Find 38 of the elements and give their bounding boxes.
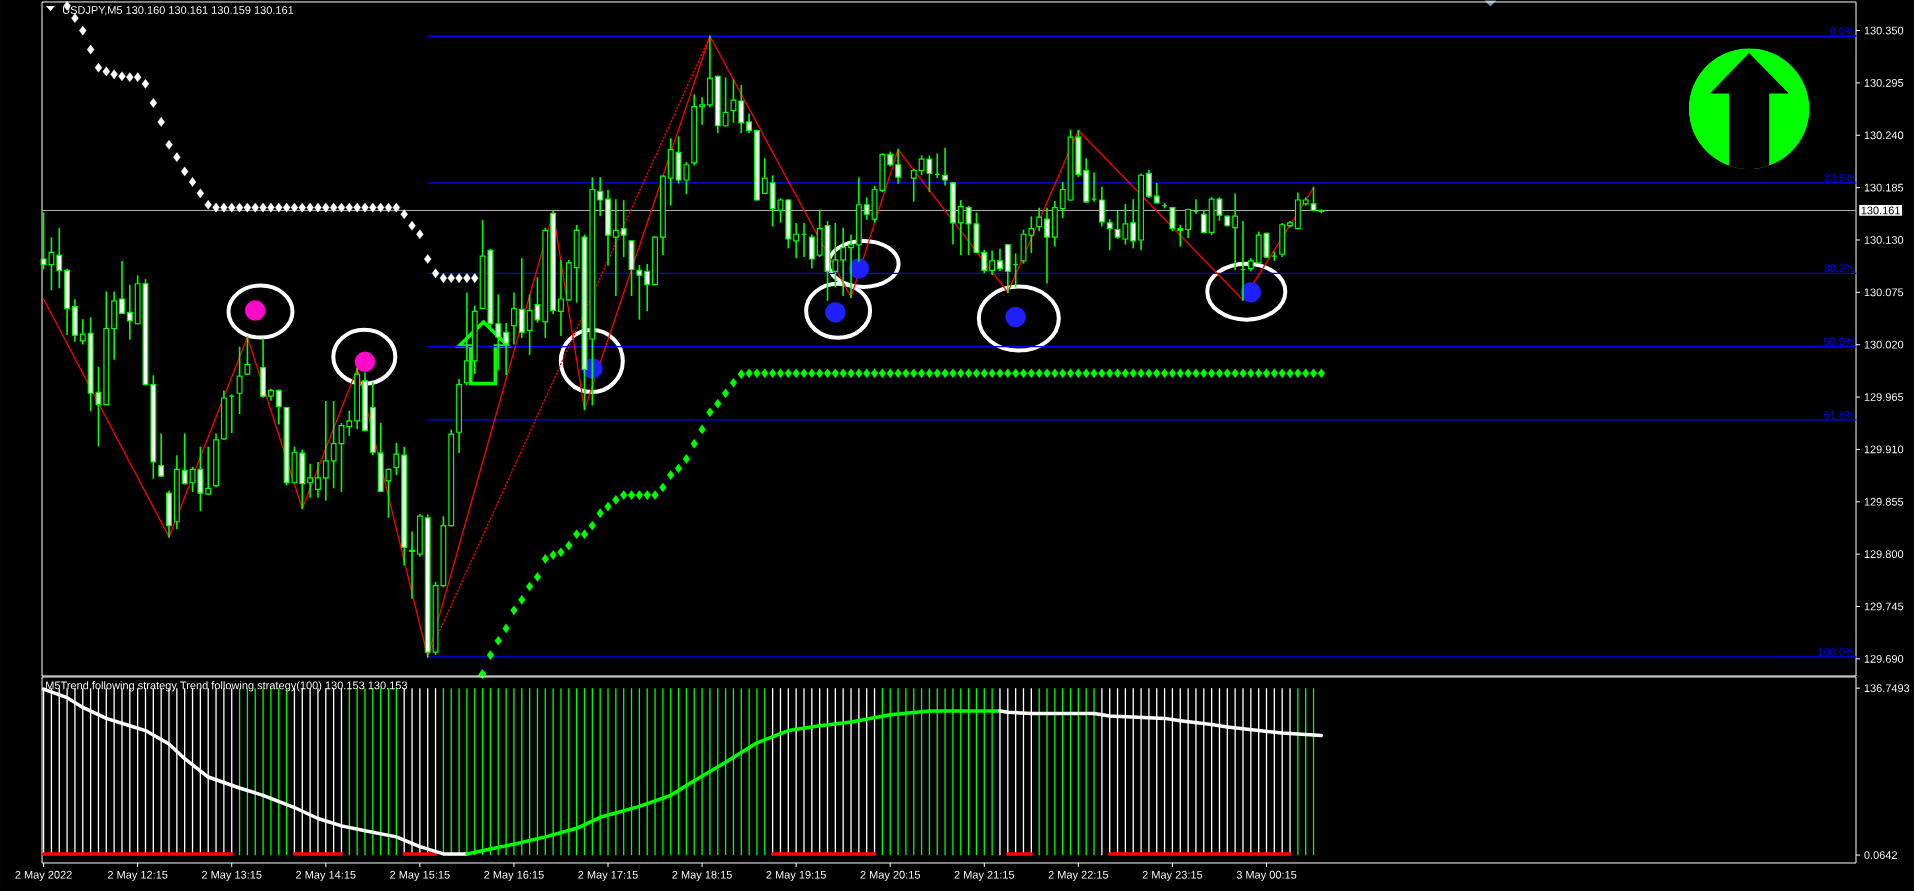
y-tick-label: 129.855	[1864, 497, 1904, 506]
series-label: 50.0%	[1824, 337, 1855, 346]
x-tick-label: 2 May 22:15	[1048, 870, 1109, 881]
y-tick-label: 129.910	[1864, 445, 1904, 454]
x-tick-label: 3 May 00:15	[1236, 870, 1297, 881]
x-tick-label: 2 May 12:15	[107, 870, 168, 881]
x-tick-label: 2 May 14:15	[296, 870, 356, 881]
y-tick-label: 129.965	[1864, 393, 1904, 401]
chart-title: M5Trend following strategy Trend following strategy(100) 130.153 130.153	[46, 681, 408, 692]
x-tick-label: 2 May 21:15	[954, 870, 1015, 881]
series-label: 23.6%	[1824, 173, 1855, 182]
x-tick-label: 2 May 13:15	[202, 870, 262, 881]
chart-title: USDJPY,M5 130.160 130.161 130.159 130.161	[63, 6, 294, 16]
x-tick-label: 2 May 2022	[15, 870, 72, 881]
series-label: 61.8%	[1824, 410, 1855, 419]
x-tick-label: 2 May 23:15	[1142, 870, 1203, 881]
series-label: 0.0%	[1830, 27, 1855, 36]
y-tick-label: 129.800	[1864, 550, 1904, 559]
y-tick-label: 130.240	[1864, 131, 1904, 140]
x-tick-label: 2 May 17:15	[578, 870, 638, 881]
y-tick-label: 130.185	[1864, 183, 1904, 192]
y-tick-label: 0.0642	[1864, 851, 1897, 859]
series-label: 38.2%	[1824, 264, 1855, 273]
y-tick-label: 130.295	[1864, 79, 1904, 87]
y-tick-label: 130.350	[1864, 26, 1904, 35]
x-tick-label: 2 May 19:15	[766, 870, 826, 881]
x-tick-label: 2 May 20:15	[860, 870, 921, 881]
y-tick-label: 136.7493	[1864, 684, 1910, 693]
x-tick-label: 2 May 15:15	[390, 870, 450, 881]
series-label: 100.0%	[1818, 647, 1855, 656]
y-tick-label: 130.130	[1864, 236, 1904, 244]
x-tick-label: 2 May 18:15	[672, 870, 732, 881]
y-tick-label: 129.745	[1864, 602, 1904, 611]
y-tick-label: 129.690	[1864, 654, 1904, 663]
y-tick-label: 130.020	[1864, 340, 1904, 349]
y-tick-label: 130.075	[1864, 288, 1904, 297]
x-tick-label: 2 May 16:15	[484, 870, 544, 881]
ref-line-label: 130.161	[1861, 206, 1900, 215]
